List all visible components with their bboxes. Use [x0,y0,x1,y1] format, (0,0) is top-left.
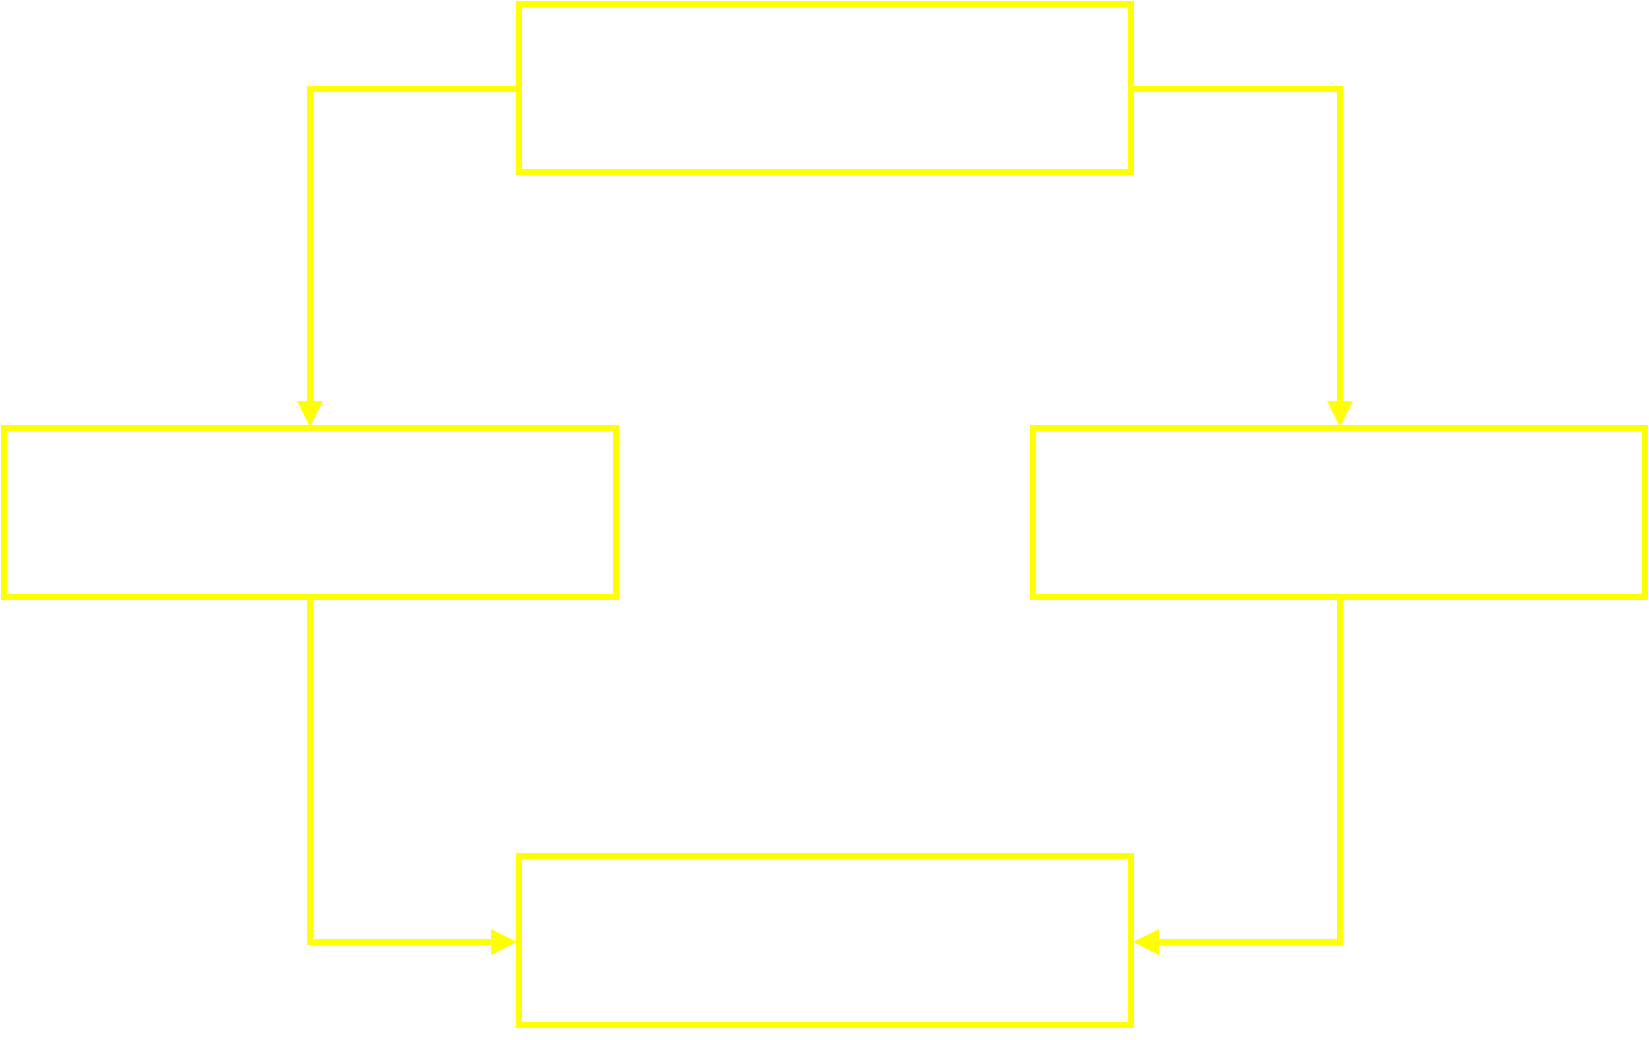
edge-left-to-bottom [307,597,498,945]
node-right [1030,425,1648,600]
node-top [516,1,1134,175]
edges [297,86,1353,955]
edge-top-to-right [1131,86,1343,406]
edge-right-to-bottom [1152,597,1343,945]
node-left-box [1,425,619,600]
node-bottom [516,853,1134,1028]
node-top-box [516,1,1134,175]
arrowhead-edge-right-to-bottom [1133,929,1159,955]
arrowhead-edge-left-to-bottom [491,929,517,955]
node-right-box [1030,425,1648,600]
arrowhead-edge-top-to-left [297,401,323,427]
node-left [1,425,619,600]
edge-top-to-left [307,86,519,406]
arrowhead-edge-top-to-right [1327,401,1353,427]
node-bottom-box [516,853,1134,1028]
